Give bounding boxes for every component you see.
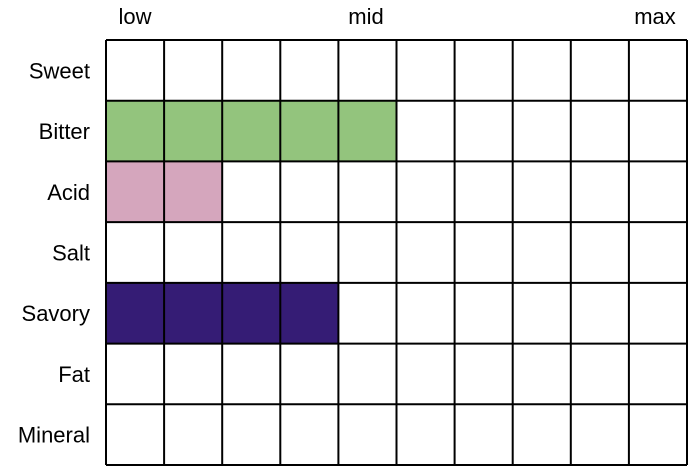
row-label-savory: Savory [22, 301, 90, 326]
row-label-bitter: Bitter [39, 119, 90, 144]
bar-cell-acid-2 [164, 161, 223, 223]
axis-label-low: low [118, 4, 151, 29]
bar-cell-savory-3 [222, 282, 281, 344]
bar-cell-bitter-2 [164, 100, 223, 162]
bar-cell-bitter-3 [222, 100, 281, 162]
row-label-acid: Acid [47, 180, 90, 205]
axis-label-mid: mid [348, 4, 383, 29]
fill-layer [106, 100, 397, 344]
bar-cell-bitter-5 [338, 100, 397, 162]
axis-label-max: max [634, 4, 676, 29]
axis-label-layer: low mid max [118, 4, 675, 29]
bar-cell-savory-2 [164, 282, 223, 344]
grid-layer [105, 39, 688, 466]
row-label-salt: Salt [52, 241, 90, 266]
bar-cell-bitter-4 [280, 100, 339, 162]
row-label-mineral: Mineral [18, 423, 90, 448]
bar-cell-acid-1 [106, 161, 165, 223]
bar-cell-bitter-1 [106, 100, 165, 162]
row-label-sweet: Sweet [29, 58, 90, 83]
bar-cell-savory-4 [280, 282, 339, 344]
row-label-layer: Sweet Bitter Acid Salt Savory Fat Mineral [18, 58, 90, 447]
bar-cell-savory-1 [106, 282, 165, 344]
row-label-fat: Fat [58, 362, 90, 387]
